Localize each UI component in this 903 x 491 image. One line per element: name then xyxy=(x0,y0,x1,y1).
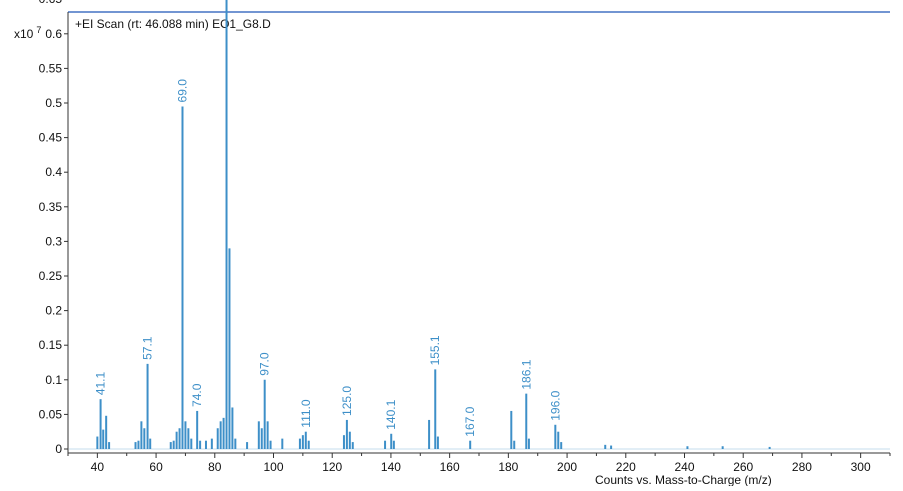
x-tick-label: 280 xyxy=(792,460,812,474)
x-tick-label: 160 xyxy=(440,460,460,474)
y-tick-label: 0.6 xyxy=(45,27,62,41)
y-tick-label: 0.55 xyxy=(39,61,63,75)
x-tick-label: 40 xyxy=(91,460,105,474)
peak-label: 57.1 xyxy=(141,336,155,360)
y-tick-label: 0.05 xyxy=(39,407,63,421)
x-tick-label: 240 xyxy=(674,460,694,474)
peak-label: 167.0 xyxy=(463,406,477,436)
x-axis-label: Counts vs. Mass-to-Charge (m/z) xyxy=(595,473,772,486)
y-exponent: 7 xyxy=(36,25,41,35)
y-tick-label: 0.35 xyxy=(39,200,63,214)
x-tick-label: 300 xyxy=(851,460,871,474)
x-tick-label: 260 xyxy=(733,460,753,474)
y-tick-label: 0.3 xyxy=(45,234,62,248)
peak-label: 125.0 xyxy=(340,386,354,416)
y-tick-label: 0.4 xyxy=(45,165,62,179)
x-tick-label: 80 xyxy=(208,460,222,474)
x-tick-label: 220 xyxy=(616,460,636,474)
y-tick-label: 0 xyxy=(55,442,62,456)
peak-label: 155.1 xyxy=(428,335,442,365)
y-tick-label: 0.5 xyxy=(45,96,62,110)
peak-label: 69.0 xyxy=(175,79,189,103)
peak-label: 41.1 xyxy=(94,371,108,395)
x-tick-label: 120 xyxy=(322,460,342,474)
peak-label: 140.1 xyxy=(384,399,398,429)
x-tick-label: 100 xyxy=(263,460,283,474)
chart-title: +EI Scan (rt: 46.088 min) EO1_G8.D xyxy=(75,17,271,31)
y-multiplier: x10 xyxy=(14,27,34,41)
y-tick-label: 0.25 xyxy=(39,269,63,283)
peak-labels: 41.157.169.074.084.097.0111.0125.0140.11… xyxy=(94,79,563,437)
x-tick-label: 140 xyxy=(381,460,401,474)
y-tick-label: 0.15 xyxy=(39,338,63,352)
x-tick-label: 180 xyxy=(498,460,518,474)
peak-label: 111.0 xyxy=(299,399,313,428)
peak-bars xyxy=(69,0,890,450)
peak-label: 186.1 xyxy=(519,359,533,389)
peak-label: 74.0 xyxy=(190,383,204,407)
y-exponent-label: x10 7 xyxy=(14,25,41,41)
x-axis: 40 60 80 100 120 140 160 180 200 220 240 260 280 300 xyxy=(67,453,891,474)
peak-label: 196.0 xyxy=(548,390,562,420)
y-tick-label: 0.2 xyxy=(45,304,62,318)
y-tick-label: 0.45 xyxy=(39,131,63,145)
x-tick-label: 200 xyxy=(557,460,577,474)
y-tick-label: 0.1 xyxy=(45,373,62,387)
y-axis: 0 0.05 0.1 0.15 0.2 0.25 0.3 0.35 0.4 0.45 0.5 0.55… xyxy=(39,0,68,456)
x-tick-label: 60 xyxy=(149,460,163,474)
peak-label: 97.0 xyxy=(258,352,272,376)
y-tick-label: 0.65 xyxy=(39,0,63,6)
